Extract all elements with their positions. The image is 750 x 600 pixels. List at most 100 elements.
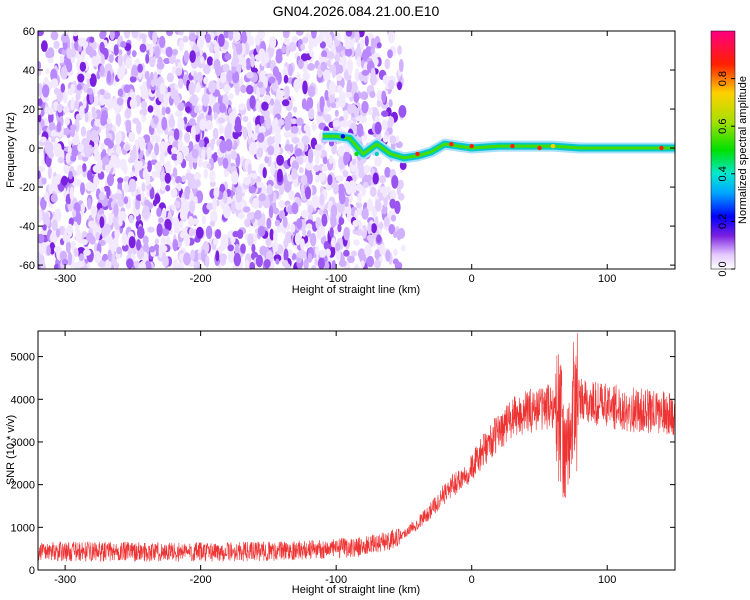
spectrogram-cell	[132, 117, 140, 124]
spectrogram-cell	[46, 245, 51, 256]
spectrogram-cell	[393, 231, 398, 238]
snr-y-axis-label: SNR (10 * v/v)	[5, 415, 17, 485]
spectrogram-cell	[172, 258, 179, 269]
spectrogram-cell	[59, 55, 65, 64]
spectrogram-cell	[370, 37, 376, 51]
spectrogram-y-tick-label: -20	[19, 182, 35, 194]
spectrogram-cell	[48, 121, 56, 132]
spectrogram-cell	[264, 155, 270, 164]
spectrogram-cell	[41, 40, 48, 52]
spectrogram-cell	[68, 170, 73, 180]
spectrogram-cell	[307, 63, 315, 71]
colorbar-tick-label: 0.0	[717, 261, 729, 276]
spectrogram-cell	[128, 131, 135, 143]
spectrogram-cell	[82, 41, 89, 48]
spectrogram-cell	[302, 135, 310, 146]
spectrogram-cell	[336, 175, 344, 183]
spectrogram-cell	[278, 200, 286, 209]
spectrogram-cell	[96, 159, 103, 174]
spectrogram-cell	[240, 84, 247, 94]
spectrogram-cell	[379, 175, 387, 184]
spectrogram-cell	[84, 112, 89, 123]
spectrogram-cell	[151, 170, 157, 179]
spectrogram-cell	[159, 82, 166, 96]
spectrogram-cell	[384, 166, 391, 178]
spectrogram-cell	[42, 224, 47, 231]
spectrogram-cell	[131, 50, 137, 58]
spectrogram-cell	[324, 89, 329, 101]
spectrogram-cell	[134, 168, 139, 177]
spectrogram-cell	[176, 151, 183, 164]
spectrogram-cell	[254, 209, 262, 220]
spectrogram-cell	[166, 31, 174, 37]
spectrogram-cell	[152, 31, 158, 45]
spectrogram-cell	[315, 245, 320, 256]
spectrogram-cell	[188, 32, 197, 42]
spectrogram-cell	[292, 106, 298, 113]
spectrogram-cell	[45, 50, 53, 59]
spectrogram-cell	[369, 91, 376, 98]
spectrogram-cell	[119, 210, 127, 221]
spectrogram-cell	[47, 166, 52, 179]
spectrogram-cell	[85, 73, 92, 80]
spectrogram-cell	[113, 193, 120, 200]
spectrogram-cell	[160, 170, 166, 184]
spectrogram-cell	[61, 48, 68, 56]
spectrogram-cell	[330, 102, 337, 109]
spectrogram-cell	[65, 60, 73, 73]
snr-x-ticks: -300 -200 -100 0 100	[54, 331, 616, 586]
spectrogram-cell	[399, 161, 407, 171]
spectrogram-cell	[165, 160, 172, 175]
spectrogram-cell	[268, 205, 274, 219]
spectrogram-cell	[222, 63, 230, 73]
spectrogram-cell	[100, 116, 107, 126]
spectrogram-cell	[208, 96, 216, 106]
spectrogram-cell	[129, 76, 137, 83]
spectrogram-cell	[382, 74, 390, 85]
spectrogram-cell	[284, 143, 291, 152]
spectrogram-cell	[47, 56, 54, 64]
spectrogram-cell	[376, 42, 382, 49]
spectrogram-cell	[235, 192, 242, 203]
spectrogram-cell	[184, 132, 191, 143]
spectrogram-cell	[110, 257, 117, 266]
spectrogram-cell	[300, 43, 306, 51]
spectrogram-cell	[70, 97, 75, 111]
spectrogram-cell	[290, 125, 299, 134]
snr-x-tick-label: -200	[190, 574, 212, 586]
spectrogram-cell	[356, 56, 362, 68]
spectrogram-cell	[121, 232, 128, 246]
spectrogram-cell	[266, 217, 272, 229]
spectrogram-cell	[244, 218, 251, 228]
snr-y-tick-label: 3000	[11, 437, 35, 449]
spectrogram-y-tick-label: -40	[19, 221, 35, 233]
spectrogram-cell	[206, 202, 214, 210]
spectrogram-cell	[209, 169, 216, 183]
spectrogram-cell	[83, 143, 92, 158]
spectrogram-cell	[64, 117, 70, 126]
spectrogram-cell	[303, 124, 310, 133]
spectrogram-cell	[216, 77, 222, 92]
spectrogram-cell	[153, 71, 158, 86]
spectrogram-cell	[261, 101, 269, 111]
spectrogram-cell	[55, 208, 62, 222]
spectrogram-cell	[302, 61, 309, 74]
spectrogram-cell	[242, 206, 251, 213]
spectrogram-cell	[281, 45, 287, 54]
spectrogram-cell	[381, 90, 387, 104]
spectrogram-cell	[38, 105, 42, 116]
spectrogram-cell	[388, 99, 393, 108]
spectrogram-cell	[62, 91, 68, 104]
spectrogram-cell	[97, 260, 106, 268]
spectrogram-cell	[225, 123, 232, 137]
spectrogram-cell	[329, 64, 334, 73]
spectrogram-cell	[273, 254, 282, 262]
spectrogram-cell	[353, 107, 360, 118]
spectrogram-cell	[343, 142, 350, 150]
spectrogram-cell	[131, 31, 139, 39]
spectrogram-cell	[381, 110, 389, 117]
spectrogram-cell	[93, 250, 102, 263]
spectrogram-cell	[342, 170, 349, 178]
spectrogram-cell	[155, 161, 162, 174]
spectrogram-y-tick-label: 60	[23, 26, 35, 38]
